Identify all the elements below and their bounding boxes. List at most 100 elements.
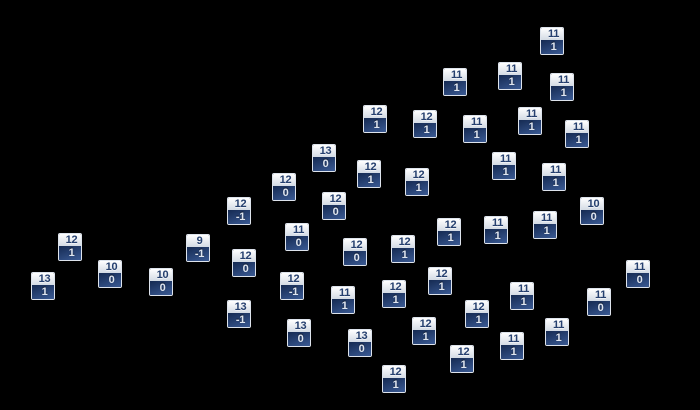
token-bottom-value: 0 bbox=[233, 262, 255, 276]
unit-token[interactable]: 12 0 bbox=[322, 192, 346, 220]
token-bottom-value: 1 bbox=[413, 330, 435, 344]
token-top-value: 12 bbox=[281, 273, 303, 285]
unit-token[interactable]: 11 1 bbox=[540, 27, 564, 55]
unit-token[interactable]: 13 0 bbox=[312, 144, 336, 172]
token-top-value: 12 bbox=[413, 318, 435, 330]
unit-token[interactable]: 11 0 bbox=[587, 288, 611, 316]
unit-token[interactable]: 12 1 bbox=[363, 105, 387, 133]
token-bottom-value: 0 bbox=[286, 236, 308, 250]
unit-token[interactable]: 13 1 bbox=[31, 272, 55, 300]
token-top-value: 11 bbox=[485, 217, 507, 229]
unit-token[interactable]: 11 1 bbox=[518, 107, 542, 135]
token-bottom-value: 0 bbox=[581, 210, 603, 224]
unit-token[interactable]: 11 1 bbox=[510, 282, 534, 310]
token-bottom-value: 1 bbox=[499, 75, 521, 89]
token-bottom-value: 1 bbox=[383, 293, 405, 307]
unit-token[interactable]: 13 0 bbox=[287, 319, 311, 347]
token-top-value: 11 bbox=[464, 116, 486, 128]
unit-token[interactable]: 11 1 bbox=[533, 211, 557, 239]
token-bottom-value: 0 bbox=[288, 332, 310, 346]
token-top-value: 12 bbox=[429, 268, 451, 280]
token-top-value: 12 bbox=[228, 198, 250, 210]
token-bottom-value: 1 bbox=[534, 224, 556, 238]
unit-token[interactable]: 13 0 bbox=[348, 329, 372, 357]
token-top-value: 10 bbox=[581, 198, 603, 210]
token-top-value: 11 bbox=[493, 153, 515, 165]
unit-token[interactable]: 13 -1 bbox=[227, 300, 251, 328]
unit-token[interactable]: 11 1 bbox=[542, 163, 566, 191]
token-bottom-value: 1 bbox=[541, 40, 563, 54]
token-bottom-value: 1 bbox=[332, 299, 354, 313]
unit-token[interactable]: 12 1 bbox=[413, 110, 437, 138]
token-bottom-value: 1 bbox=[546, 331, 568, 345]
token-top-value: 13 bbox=[313, 145, 335, 157]
unit-token[interactable]: 12 1 bbox=[382, 280, 406, 308]
token-bottom-value: 0 bbox=[323, 205, 345, 219]
token-bottom-value: 0 bbox=[627, 273, 649, 287]
unit-token[interactable]: 11 1 bbox=[484, 216, 508, 244]
unit-token[interactable]: 11 1 bbox=[492, 152, 516, 180]
unit-token[interactable]: 12 1 bbox=[58, 233, 82, 261]
token-top-value: 11 bbox=[546, 319, 568, 331]
unit-token[interactable]: 11 1 bbox=[500, 332, 524, 360]
token-top-value: 11 bbox=[519, 108, 541, 120]
unit-token[interactable]: 12 1 bbox=[450, 345, 474, 373]
token-bottom-value: 1 bbox=[543, 176, 565, 190]
token-top-value: 9 bbox=[187, 235, 209, 247]
token-bottom-value: 1 bbox=[511, 295, 533, 309]
token-top-value: 11 bbox=[332, 287, 354, 299]
token-bottom-value: 0 bbox=[344, 251, 366, 265]
token-top-value: 12 bbox=[466, 301, 488, 313]
unit-token[interactable]: 11 0 bbox=[285, 223, 309, 251]
token-bottom-value: 0 bbox=[99, 273, 121, 287]
unit-token[interactable]: 11 1 bbox=[443, 68, 467, 96]
unit-token[interactable]: 11 1 bbox=[565, 120, 589, 148]
unit-token[interactable]: 11 1 bbox=[331, 286, 355, 314]
token-top-value: 11 bbox=[511, 283, 533, 295]
unit-token[interactable]: 12 1 bbox=[382, 365, 406, 393]
unit-token[interactable]: 12 1 bbox=[465, 300, 489, 328]
unit-token[interactable]: 12 0 bbox=[343, 238, 367, 266]
token-top-value: 13 bbox=[228, 301, 250, 313]
unit-token[interactable]: 10 0 bbox=[149, 268, 173, 296]
token-bottom-value: 1 bbox=[464, 128, 486, 142]
token-top-value: 12 bbox=[273, 174, 295, 186]
unit-token[interactable]: 10 0 bbox=[98, 260, 122, 288]
unit-token[interactable]: 10 0 bbox=[580, 197, 604, 225]
token-top-value: 12 bbox=[406, 169, 428, 181]
token-top-value: 13 bbox=[32, 273, 54, 285]
token-bottom-value: 1 bbox=[406, 181, 428, 195]
token-top-value: 12 bbox=[344, 239, 366, 251]
unit-token[interactable]: 12 1 bbox=[405, 168, 429, 196]
token-bottom-value: 1 bbox=[383, 378, 405, 392]
token-bottom-value: 0 bbox=[588, 301, 610, 315]
token-top-value: 11 bbox=[286, 224, 308, 236]
token-top-value: 12 bbox=[323, 193, 345, 205]
unit-token[interactable]: 9 -1 bbox=[186, 234, 210, 262]
unit-token[interactable]: 11 1 bbox=[498, 62, 522, 90]
token-bottom-value: 1 bbox=[414, 123, 436, 137]
unit-token[interactable]: 12 -1 bbox=[280, 272, 304, 300]
token-bottom-value: 1 bbox=[493, 165, 515, 179]
unit-token[interactable]: 12 1 bbox=[437, 218, 461, 246]
token-bottom-value: 0 bbox=[349, 342, 371, 356]
unit-token[interactable]: 11 1 bbox=[550, 73, 574, 101]
token-top-value: 11 bbox=[588, 289, 610, 301]
token-bottom-value: 1 bbox=[358, 173, 380, 187]
unit-token[interactable]: 11 1 bbox=[545, 318, 569, 346]
unit-token[interactable]: 11 1 bbox=[463, 115, 487, 143]
unit-token[interactable]: 12 0 bbox=[272, 173, 296, 201]
unit-token[interactable]: 12 1 bbox=[412, 317, 436, 345]
unit-token[interactable]: 11 0 bbox=[626, 260, 650, 288]
token-top-value: 12 bbox=[414, 111, 436, 123]
unit-token[interactable]: 12 -1 bbox=[227, 197, 251, 225]
unit-token[interactable]: 12 1 bbox=[428, 267, 452, 295]
token-bottom-value: 1 bbox=[392, 248, 414, 262]
token-top-value: 12 bbox=[383, 366, 405, 378]
token-top-value: 10 bbox=[99, 261, 121, 273]
token-top-value: 11 bbox=[444, 69, 466, 81]
unit-token[interactable]: 12 1 bbox=[357, 160, 381, 188]
unit-token[interactable]: 12 1 bbox=[391, 235, 415, 263]
unit-token[interactable]: 12 0 bbox=[232, 249, 256, 277]
token-top-value: 11 bbox=[566, 121, 588, 133]
